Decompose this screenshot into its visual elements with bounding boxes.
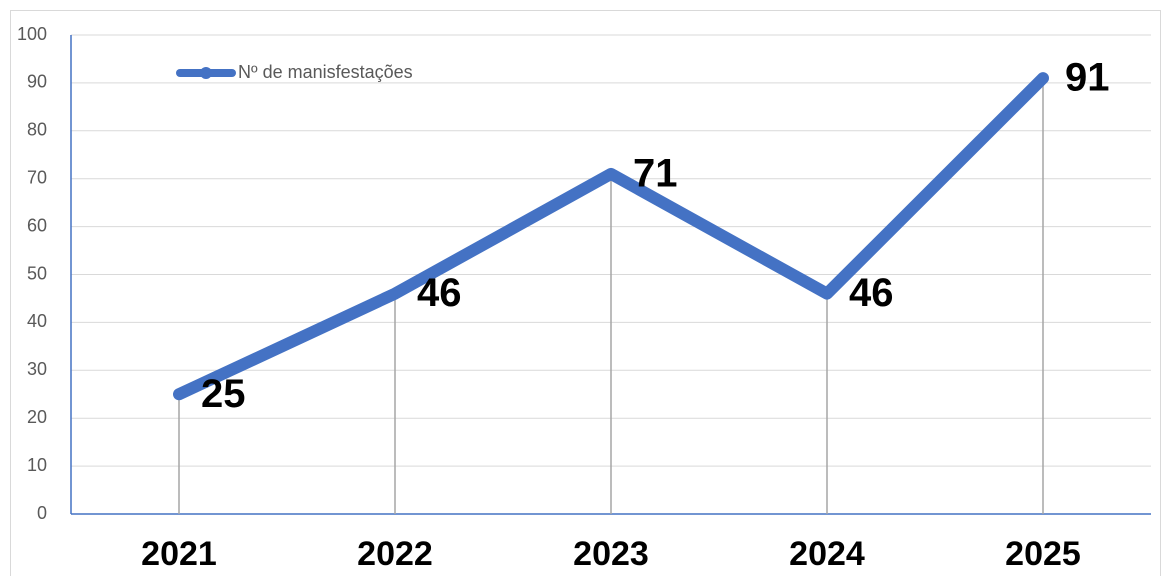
- y-tick-label: 20: [27, 407, 47, 427]
- y-tick-label: 80: [27, 120, 47, 140]
- x-tick-label: 2025: [1005, 535, 1081, 573]
- y-tick-label: 90: [27, 72, 47, 92]
- y-tick-label: 50: [27, 263, 47, 283]
- y-tick-label: 0: [37, 503, 47, 523]
- y-tick-label: 40: [27, 311, 47, 331]
- data-line: [173, 72, 1049, 401]
- data-label: 46: [849, 271, 894, 315]
- data-label: 25: [201, 372, 246, 416]
- y-tick-label: 10: [27, 455, 47, 475]
- data-label: 71: [633, 151, 678, 195]
- x-tick-label: 2022: [357, 535, 433, 573]
- legend-label: Nº de manisfestações: [238, 62, 413, 82]
- y-tick-label: 70: [27, 167, 47, 187]
- data-label: 91: [1065, 56, 1110, 100]
- y-tick-label: 30: [27, 359, 47, 379]
- x-tick-label: 2021: [141, 535, 217, 573]
- x-tick-label: 2024: [789, 535, 865, 573]
- legend-marker: [200, 67, 212, 79]
- y-tick-label: 100: [17, 24, 47, 44]
- y-tick-label: 60: [27, 215, 47, 235]
- data-label: 46: [417, 271, 462, 315]
- x-tick-label: 2023: [573, 535, 649, 573]
- chart-border: [10, 10, 1161, 576]
